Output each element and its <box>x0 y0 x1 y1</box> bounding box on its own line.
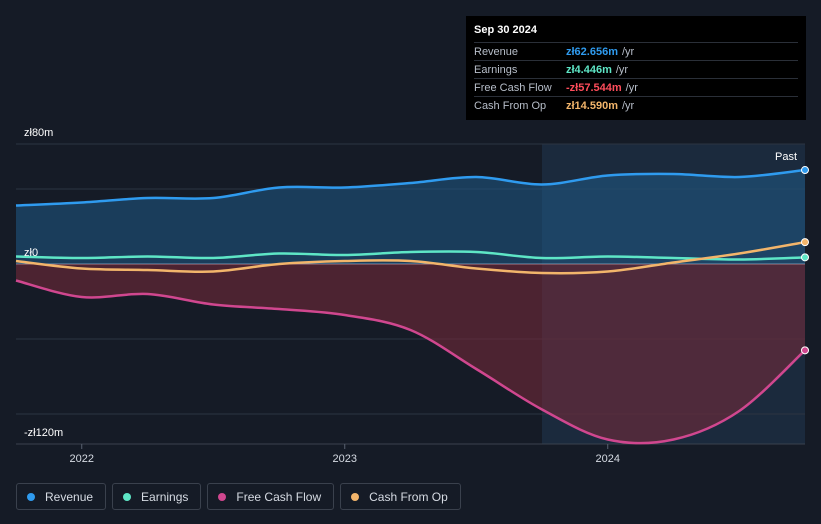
x-tick-label: 2022 <box>70 453 94 465</box>
legend-dot-icon <box>218 492 227 501</box>
free-cash-flow-line <box>15 279 806 445</box>
legend-label: Revenue <box>45 489 94 504</box>
x-tick-label: 2023 <box>333 453 357 465</box>
tooltip-row-cash-from-op: Cash From Op zł14.590m /yr <box>474 96 798 114</box>
legend-item-revenue[interactable]: Revenue <box>16 483 107 510</box>
legend-item-earnings[interactable]: Earnings <box>112 483 202 510</box>
cash-from-op-line <box>15 240 806 275</box>
y-tick-label-bottom: -zł120m <box>24 427 63 439</box>
tooltip-label: Cash From Op <box>474 99 547 112</box>
legend-dot-icon <box>27 492 35 501</box>
series-end-markers <box>801 166 809 355</box>
tooltip-unit: /yr <box>615 63 629 76</box>
tooltip-label: Free Cash Flow <box>474 81 552 94</box>
tooltip-value: zł62.656m <box>566 45 618 58</box>
tooltip-row-earnings: Earnings zł4.446m /yr <box>474 60 798 78</box>
legend: Revenue Earnings Free Cash Flow Cash Fro… <box>16 483 461 510</box>
y-tick-label-zero: zł0 <box>24 247 38 259</box>
tooltip-date: Sep 30 2024 <box>474 24 537 36</box>
legend-item-free-cash-flow[interactable]: Free Cash Flow <box>207 483 335 510</box>
legend-label: Cash From Op <box>369 489 448 504</box>
free-cash-flow-end-marker <box>801 346 809 355</box>
cash-from-op-end-marker <box>801 238 809 247</box>
tooltip-unit: /yr <box>625 81 638 94</box>
tooltip-row-free-cash-flow: Free Cash Flow -zł57.544m /yr <box>474 78 798 96</box>
series-areas <box>16 170 805 444</box>
earnings-end-marker <box>801 253 809 262</box>
tooltip-label: Earnings <box>474 63 518 76</box>
legend-item-cash-from-op[interactable]: Cash From Op <box>340 483 461 510</box>
tooltip: Sep 30 2024 Revenue zł62.656m /yr Earnin… <box>466 16 806 120</box>
revenue-end-marker <box>801 166 809 175</box>
legend-dot-icon <box>351 492 360 501</box>
tooltip-value: zł14.590m <box>566 99 618 112</box>
free-cash-flow-area <box>16 264 805 444</box>
tooltip-label: Revenue <box>474 45 519 58</box>
revenue-line <box>15 168 806 207</box>
revenue-area <box>16 170 805 264</box>
tooltip-row-revenue: Revenue zł62.656m /yr <box>474 42 798 60</box>
earnings-line <box>15 250 806 261</box>
tooltip-value: zł4.446m <box>566 63 612 76</box>
y-tick-label-top: zł80m <box>24 127 53 139</box>
x-axis: 2022 2023 2024 <box>70 444 620 465</box>
legend-label: Free Cash Flow <box>236 489 322 504</box>
legend-label: Earnings <box>141 489 189 504</box>
tooltip-unit: /yr <box>621 45 635 58</box>
past-label: Past <box>775 151 797 163</box>
x-tick-label: 2024 <box>596 453 620 465</box>
series-lines <box>15 168 806 445</box>
tooltip-unit: /yr <box>621 99 635 112</box>
legend-dot-icon <box>123 492 132 501</box>
tooltip-value: -zł57.544m <box>566 81 622 94</box>
